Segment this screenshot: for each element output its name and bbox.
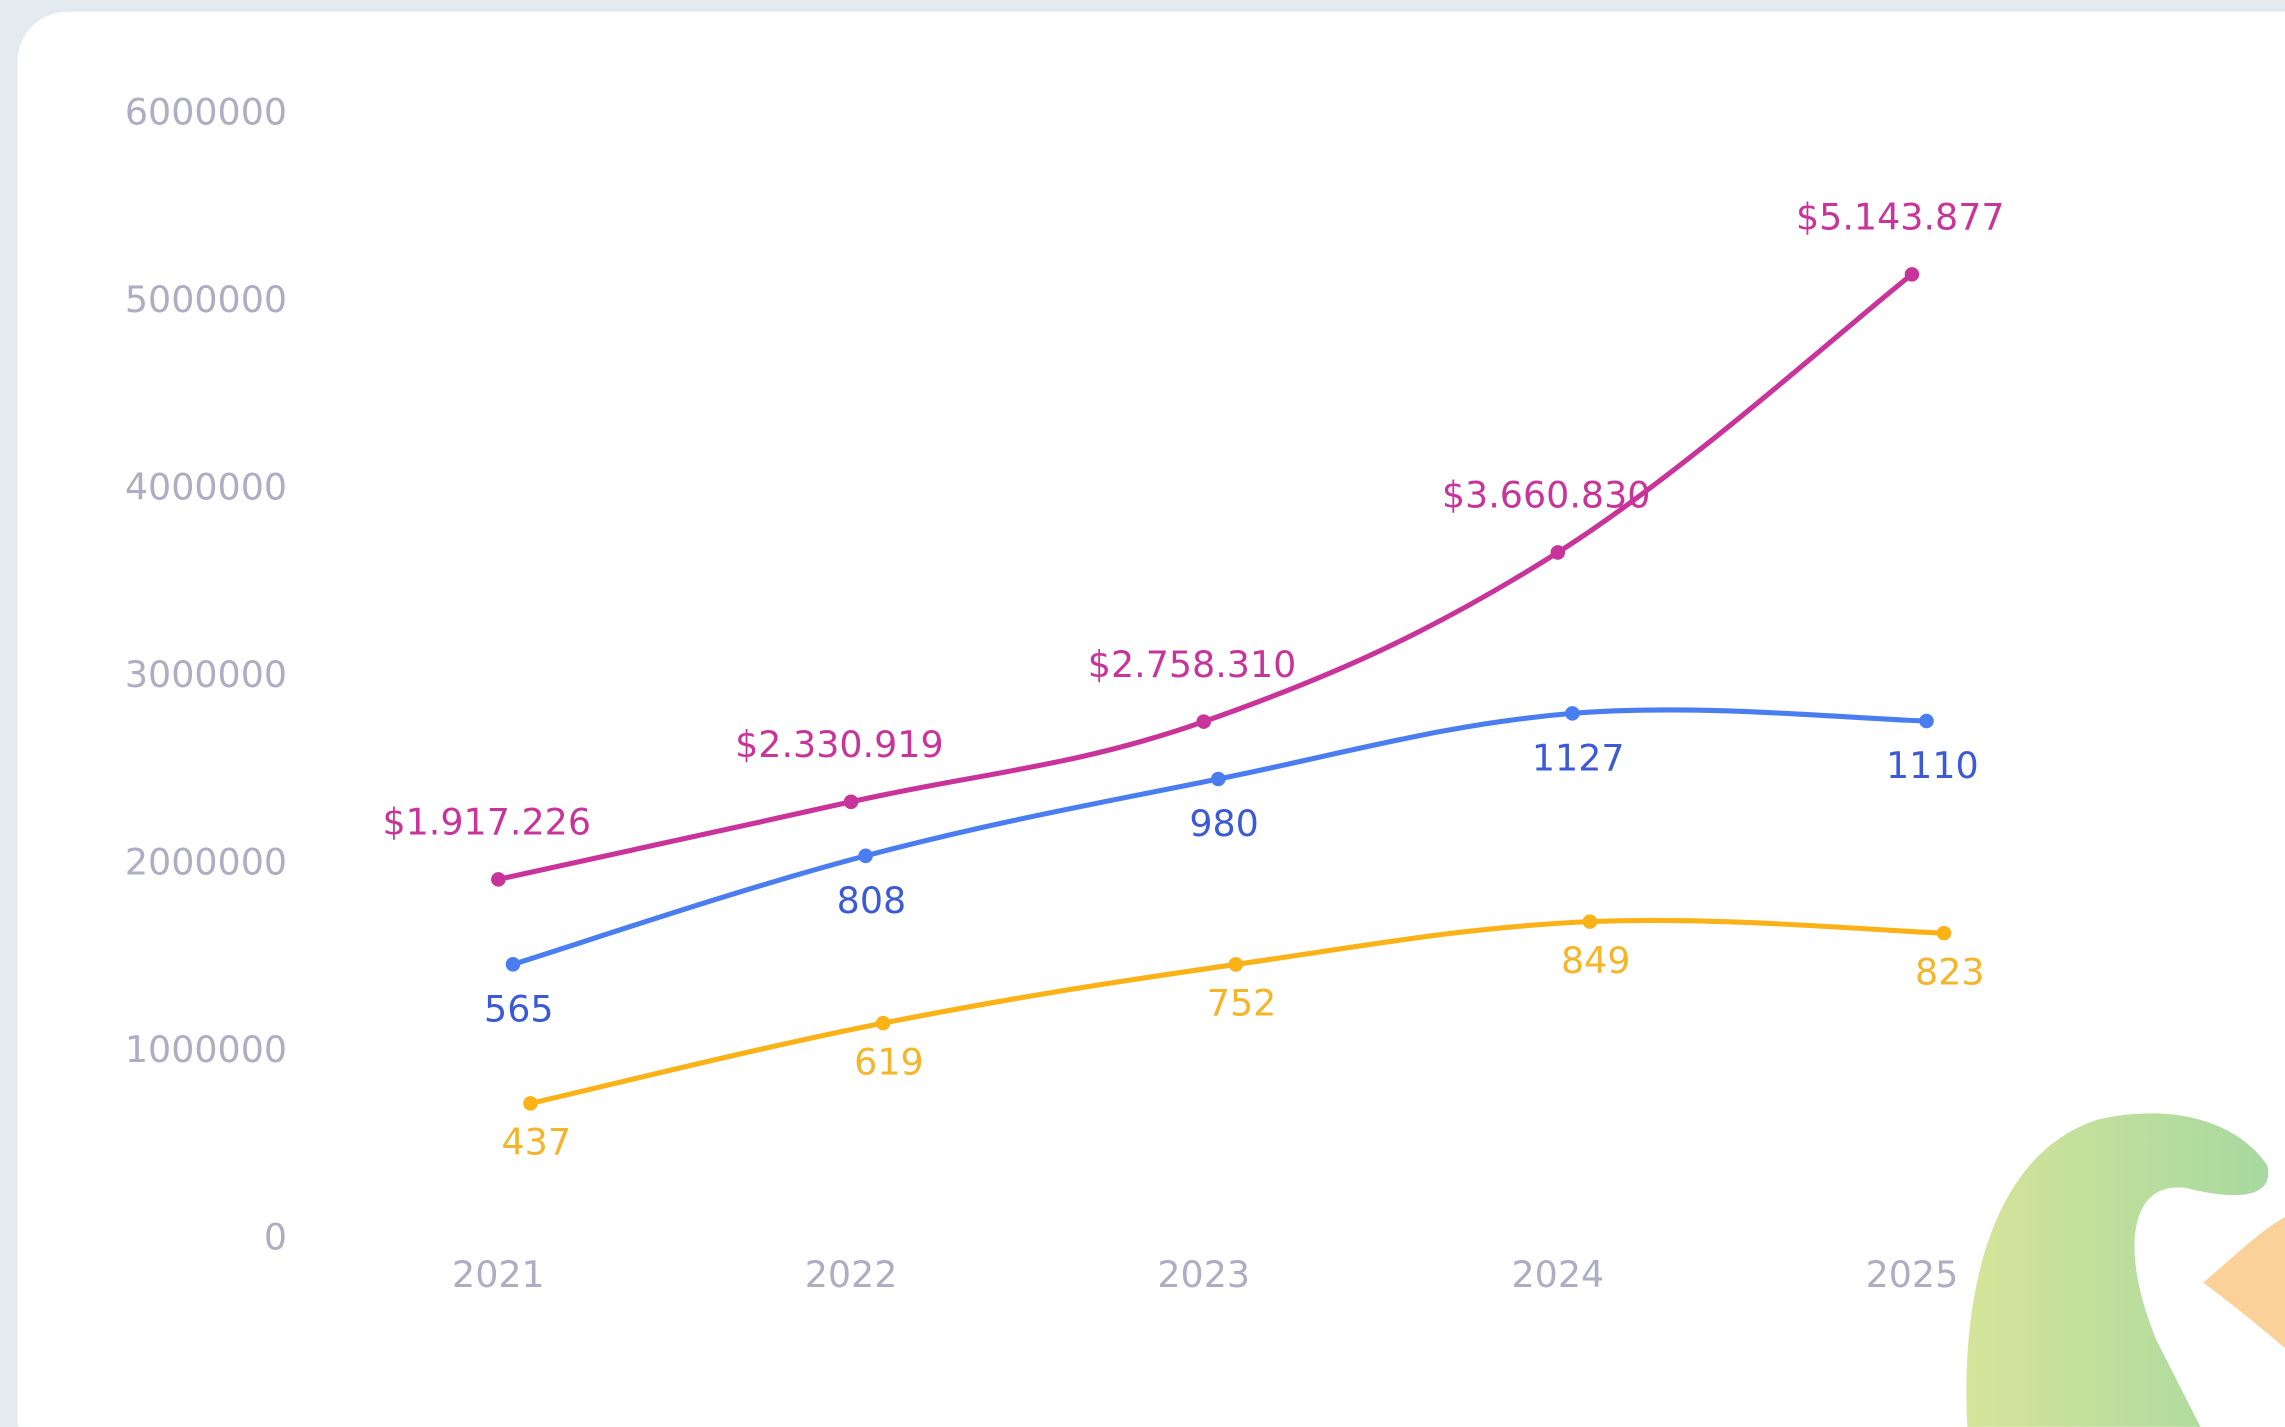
value-label: 1110 [1886,744,1979,787]
data-point [1583,914,1598,929]
value-label: $3.660.830 [1442,474,1651,517]
data-point [1551,545,1566,560]
data-point [1937,926,1952,941]
data-point [1228,957,1243,972]
value-label: 808 [837,879,907,922]
value-label: $1.917.226 [382,800,591,843]
value-label: 1127 [1532,737,1625,780]
data-point [1905,267,1920,282]
value-label: 619 [854,1040,924,1083]
value-label: $5.143.877 [1796,195,2005,238]
x-tick-label: 2024 [1511,1253,1604,1296]
x-tick-label: 2022 [805,1253,898,1296]
y-tick-label: 2000000 [125,840,287,883]
value-label: 980 [1189,802,1259,845]
data-point [844,795,859,810]
x-tick-label: 2021 [452,1253,545,1296]
x-tick-label: 2023 [1157,1253,1250,1296]
y-tick-label: 1000000 [125,1028,287,1071]
data-point [1196,714,1211,729]
y-tick-label: 6000000 [125,90,287,133]
value-label: $2.758.310 [1088,643,1297,686]
data-point [1919,714,1934,729]
y-tick-label: 5000000 [125,278,287,321]
value-label: 565 [484,987,554,1030]
value-label: 849 [1561,939,1631,982]
y-tick-label: 4000000 [125,465,287,508]
data-point [1211,772,1226,787]
value-label: 823 [1915,950,1985,993]
x-tick-label: 2025 [1866,1253,1959,1296]
y-tick-label: 3000000 [125,653,287,696]
data-point [876,1016,891,1031]
value-label: 437 [502,1121,572,1164]
y-tick-label: 0 [264,1215,287,1258]
value-label: 752 [1207,982,1277,1025]
data-point [858,849,873,864]
data-point [523,1096,538,1111]
chart: 0 1000000 2000000 3000000 4000000 5000000 6000… [0,0,2285,1427]
data-point [506,957,521,972]
data-point [491,872,506,887]
data-point [1565,706,1580,721]
value-label: $2.330.919 [735,723,944,766]
page: {"chart_data": {"type": "line", "categor… [0,0,2285,1427]
